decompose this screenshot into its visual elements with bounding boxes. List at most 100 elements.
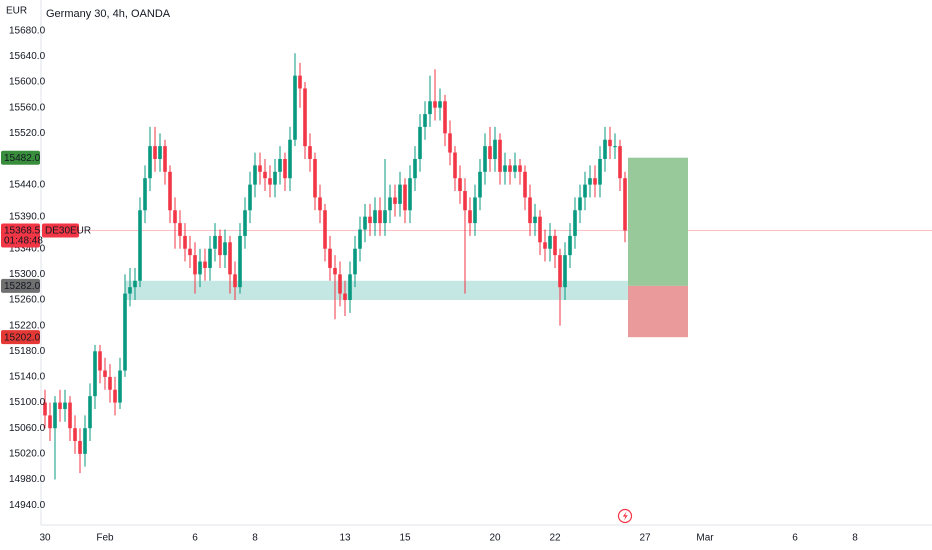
candle-body [98,351,102,371]
candle-body [278,158,282,172]
candle-body [453,152,457,179]
candle-body [198,261,202,275]
candle-body [523,171,527,198]
candle-body [128,287,132,294]
candle-body [483,146,487,172]
x-tick-label: 30 [39,533,51,544]
candle-body [233,274,237,288]
candle-body [48,415,52,429]
candle-body [478,171,482,198]
candle-body [353,248,357,275]
candle-body [568,235,572,256]
candle-body [148,146,152,179]
event-icon-bolt[interactable] [622,511,628,521]
candle-body [218,235,222,256]
x-tick-label: Mar [696,533,714,544]
y-tick-label: 15300.0 [9,269,46,280]
candle-body [583,184,587,198]
y-tick-label: 15600.0 [9,77,46,88]
candle-body [203,261,207,268]
candle-body [383,210,387,224]
candle-body [373,210,377,224]
candle-body [408,178,412,211]
symbol-badge [42,223,79,238]
candle-body [468,210,472,224]
x-tick-label: 22 [549,533,561,544]
candle-body [443,101,447,134]
target-price-label: 15482.0 [4,153,41,164]
candle-body [158,146,162,159]
candle-body [113,389,117,403]
x-tick-label: 8 [252,533,258,544]
candle-body [503,165,507,172]
candle-body [553,235,557,256]
candle-body [263,171,267,179]
candle-body [513,165,517,172]
candle-body [413,158,417,179]
candle-body [83,428,87,454]
candle-body [473,197,477,224]
candle-body [388,197,392,211]
candle-body [598,158,602,185]
last-price-badge [1,223,40,248]
candle-body [298,75,302,89]
currency-label: EUR [6,6,27,17]
x-tick-label: 6 [792,533,798,544]
chart-title: Germany 30, 4h, OANDA [46,8,171,20]
stop-price-badge [1,330,40,345]
candle-body [223,242,227,256]
candle-body [458,178,462,192]
y-tick-label: 15440.0 [9,179,46,190]
candle-body [603,139,607,159]
candle-body [208,248,212,268]
candle-body [303,88,307,147]
candle-body [138,210,142,281]
candle-body [358,229,362,249]
candle-body [238,235,242,288]
y-tick-label: 15680.0 [9,25,46,36]
candle-body [253,165,257,185]
candle-body [93,351,97,397]
y-tick-label: 15390.0 [9,211,46,222]
candle-body [448,133,452,153]
candle-body [393,197,397,204]
candle-body [493,139,497,159]
entry-price-badge [1,278,40,293]
candle-body [343,293,347,300]
candle-body [53,402,57,429]
candle-body [428,101,432,115]
candle-body [328,248,332,268]
candle-body [78,441,82,454]
y-tick-label: 15260.0 [9,295,46,306]
candle-body [188,248,192,256]
candle-body [403,184,407,211]
event-icon[interactable] [617,508,633,524]
candle-body [333,267,337,275]
candle-body [608,139,612,147]
candle-body [283,158,287,179]
candle-body [563,255,567,288]
candle-body [213,235,217,249]
countdown-label: 01:48:48 [4,236,43,247]
candle-body [103,370,107,377]
y-tick-label: 15060.0 [9,423,46,434]
candle-body [58,402,62,409]
y-tick-label: 14980.0 [9,474,46,485]
candle-body [118,370,122,403]
y-tick-label: 15520.0 [9,128,46,139]
candle-body [498,139,502,172]
candle-body [123,293,127,371]
candle-body [243,210,247,236]
x-tick-label: 6 [192,533,198,544]
x-tick-label: 8 [852,533,858,544]
y-tick-label: 15100.0 [9,397,46,408]
y-tick-label: 15640.0 [9,51,46,62]
candle-body [248,184,252,211]
y-tick-label: 15020.0 [9,448,46,459]
candle-body [43,402,47,416]
candle-body [508,165,512,172]
candle-body [268,178,272,185]
candle-body [438,101,442,108]
candle-body [313,158,317,198]
